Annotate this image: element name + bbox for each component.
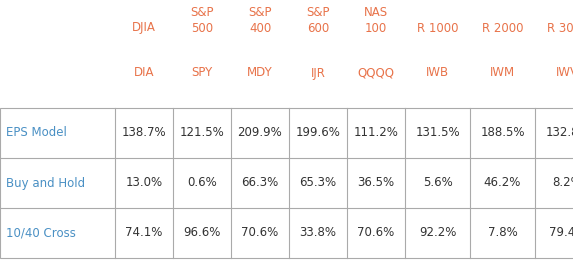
Text: R 1000: R 1000: [417, 22, 458, 35]
Text: 0.6%: 0.6%: [187, 177, 217, 190]
Text: 65.3%: 65.3%: [300, 177, 336, 190]
Text: 138.7%: 138.7%: [121, 127, 166, 140]
Text: 500: 500: [191, 22, 213, 35]
Text: 5.6%: 5.6%: [423, 177, 452, 190]
Text: MDY: MDY: [247, 67, 273, 80]
Text: 92.2%: 92.2%: [419, 226, 456, 239]
Text: 188.5%: 188.5%: [480, 127, 525, 140]
Text: 46.2%: 46.2%: [484, 177, 521, 190]
Text: 121.5%: 121.5%: [179, 127, 225, 140]
Text: SPY: SPY: [191, 67, 213, 80]
Text: 74.1%: 74.1%: [125, 226, 163, 239]
Text: EPS Model: EPS Model: [6, 127, 67, 140]
Text: S&P: S&P: [248, 6, 272, 20]
Text: 131.5%: 131.5%: [415, 127, 460, 140]
Text: 10/40 Cross: 10/40 Cross: [6, 226, 76, 239]
Text: R 3000: R 3000: [547, 22, 573, 35]
Bar: [0, 108, 573, 258]
Text: IWV: IWV: [556, 67, 573, 80]
Text: 70.6%: 70.6%: [241, 226, 278, 239]
Text: 132.8%: 132.8%: [545, 127, 573, 140]
Text: 79.4%: 79.4%: [549, 226, 573, 239]
Text: DJIA: DJIA: [132, 22, 156, 35]
Text: 600: 600: [307, 22, 329, 35]
Text: IJR: IJR: [311, 67, 325, 80]
Text: NAS: NAS: [364, 6, 388, 20]
Text: R 2000: R 2000: [482, 22, 523, 35]
Text: 66.3%: 66.3%: [241, 177, 278, 190]
Text: IWM: IWM: [490, 67, 515, 80]
Text: DIA: DIA: [134, 67, 154, 80]
Text: 96.6%: 96.6%: [183, 226, 221, 239]
Text: QQQQ: QQQQ: [358, 67, 394, 80]
Text: Buy and Hold: Buy and Hold: [6, 177, 85, 190]
Text: 13.0%: 13.0%: [125, 177, 163, 190]
Text: 33.8%: 33.8%: [300, 226, 336, 239]
Text: IWB: IWB: [426, 67, 449, 80]
Text: 8.2%: 8.2%: [552, 177, 573, 190]
Text: 209.9%: 209.9%: [238, 127, 282, 140]
Text: S&P: S&P: [306, 6, 329, 20]
Text: 111.2%: 111.2%: [354, 127, 398, 140]
Text: 199.6%: 199.6%: [296, 127, 340, 140]
Text: 36.5%: 36.5%: [358, 177, 395, 190]
Text: 70.6%: 70.6%: [358, 226, 395, 239]
Text: 400: 400: [249, 22, 271, 35]
Text: S&P: S&P: [190, 6, 214, 20]
Text: 7.8%: 7.8%: [488, 226, 517, 239]
Text: 100: 100: [365, 22, 387, 35]
